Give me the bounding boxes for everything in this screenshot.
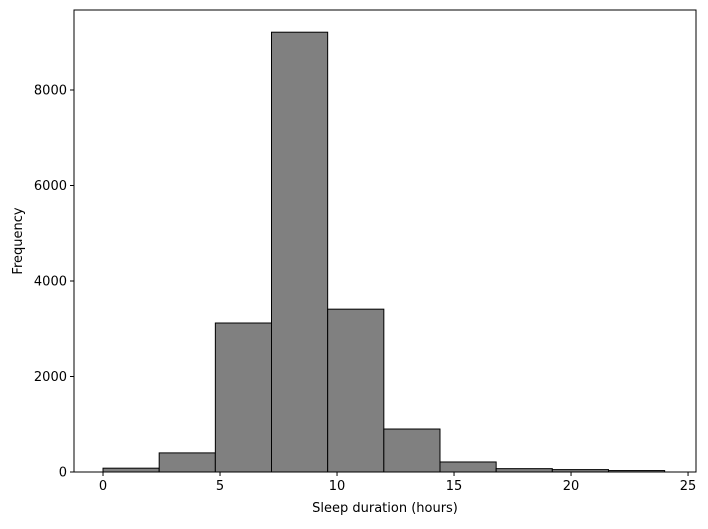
x-tick-label: 20 [563, 479, 580, 494]
bar [102, 467, 160, 473]
x-tick-label: 15 [446, 479, 463, 494]
bar [158, 452, 216, 473]
x-axis-label: Sleep duration (hours) [312, 501, 458, 516]
x-tick-label: 25 [680, 479, 697, 494]
y-tick-label: 0 [59, 466, 67, 481]
bar [383, 428, 441, 473]
x-tick-label: 5 [216, 479, 224, 494]
bar [214, 322, 273, 473]
x-tick-label: 10 [329, 479, 346, 494]
y-tick-label: 2000 [34, 370, 67, 385]
bar [327, 308, 385, 473]
y-tick-label: 4000 [34, 274, 67, 289]
bar [271, 31, 329, 473]
y-axis-label: Frequency [11, 207, 26, 274]
plot-frame [73, 9, 697, 473]
x-tick-label: 0 [99, 479, 107, 494]
bar [495, 468, 553, 473]
y-tick-label: 6000 [34, 179, 67, 194]
y-tick-label: 8000 [34, 83, 67, 98]
bar [439, 461, 497, 473]
